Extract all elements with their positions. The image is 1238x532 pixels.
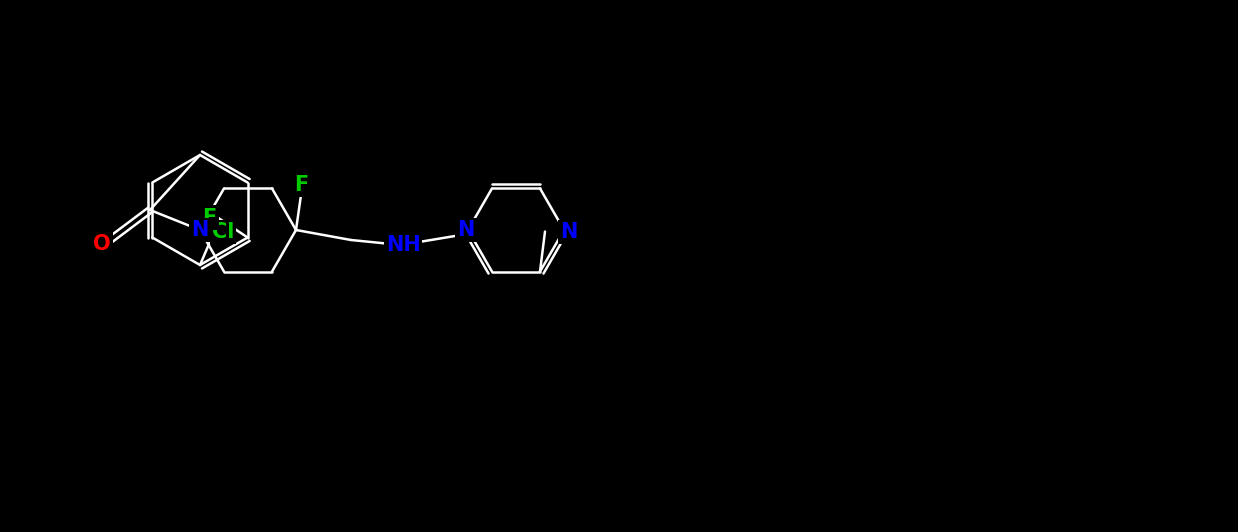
Text: N: N (561, 222, 578, 242)
Text: N: N (192, 220, 209, 240)
Text: F: F (203, 207, 217, 228)
Text: F: F (293, 175, 308, 195)
Text: Cl: Cl (212, 222, 234, 242)
Text: N: N (457, 220, 474, 240)
Text: NH: NH (385, 235, 421, 255)
Text: O: O (93, 234, 111, 254)
